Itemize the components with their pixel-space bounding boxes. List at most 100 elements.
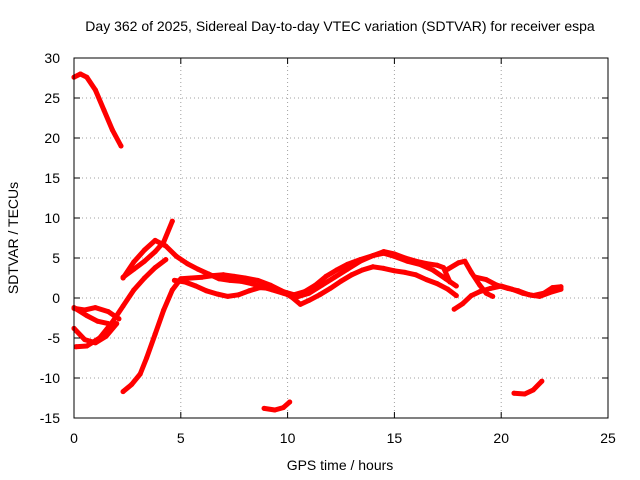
data-point xyxy=(231,273,237,279)
data-point xyxy=(306,297,312,303)
data-point xyxy=(216,276,222,282)
series-arc-10 xyxy=(445,258,496,299)
data-point xyxy=(289,294,295,300)
series-layer xyxy=(71,71,564,413)
series-arc-9 xyxy=(171,264,459,307)
data-point xyxy=(537,293,543,299)
y-tick-label: -5 xyxy=(48,330,61,346)
y-tick-label: 30 xyxy=(44,50,60,66)
data-point xyxy=(453,283,459,289)
data-point xyxy=(530,387,536,393)
data-point xyxy=(109,319,115,325)
data-point xyxy=(417,261,423,267)
data-point xyxy=(214,291,220,297)
data-point xyxy=(120,389,126,395)
data-point xyxy=(255,277,261,283)
y-tick-label: 20 xyxy=(44,130,60,146)
x-tick-label: 25 xyxy=(600,430,616,446)
data-point xyxy=(82,337,88,343)
data-point xyxy=(169,218,175,224)
data-point xyxy=(227,277,233,283)
data-point xyxy=(169,287,175,293)
data-point xyxy=(515,288,521,294)
x-tick-label: 0 xyxy=(70,430,78,446)
data-point xyxy=(488,285,493,291)
y-tick-label: 15 xyxy=(44,170,60,186)
y-tick-label: 5 xyxy=(52,250,60,266)
data-point xyxy=(460,301,466,307)
data-point xyxy=(184,261,190,267)
data-point xyxy=(477,289,483,295)
series-arc-1 xyxy=(71,71,124,149)
series-line xyxy=(171,264,459,307)
data-point xyxy=(473,274,479,280)
data-point xyxy=(445,286,451,292)
data-point xyxy=(199,274,205,280)
data-point xyxy=(195,266,201,272)
data-point xyxy=(203,288,209,294)
y-tick-label: -15 xyxy=(40,410,60,426)
data-point xyxy=(434,262,440,268)
data-point xyxy=(189,275,194,281)
data-point xyxy=(152,265,158,271)
data-point xyxy=(144,355,150,361)
series-line xyxy=(71,305,111,327)
data-point xyxy=(142,258,147,264)
data-point xyxy=(272,407,278,413)
data-point xyxy=(522,391,528,397)
data-point xyxy=(381,250,387,256)
data-point xyxy=(101,107,107,113)
data-point xyxy=(163,257,169,263)
data-point xyxy=(152,237,158,243)
data-point xyxy=(137,371,143,377)
data-point xyxy=(456,260,461,266)
data-point xyxy=(268,285,273,291)
data-point xyxy=(142,275,147,281)
data-point xyxy=(225,293,231,299)
data-point xyxy=(120,303,126,309)
data-point xyxy=(349,272,355,278)
data-point xyxy=(453,293,459,299)
data-point xyxy=(152,249,158,255)
data-point xyxy=(317,292,323,298)
data-point xyxy=(261,405,267,411)
data-point xyxy=(494,282,500,288)
data-point xyxy=(221,272,226,278)
series-arc-7 xyxy=(73,257,169,350)
data-point xyxy=(278,288,284,294)
data-point xyxy=(483,277,489,283)
data-point xyxy=(73,344,79,350)
data-point xyxy=(423,277,429,283)
data-point xyxy=(77,71,83,77)
data-point xyxy=(142,247,147,253)
data-point xyxy=(92,305,98,311)
data-point xyxy=(297,301,303,307)
data-point xyxy=(323,273,329,279)
data-point xyxy=(468,293,474,299)
data-point xyxy=(357,258,363,264)
data-point xyxy=(118,143,124,149)
axis-ticks xyxy=(73,57,609,419)
data-point xyxy=(319,282,325,288)
data-point xyxy=(131,266,137,272)
data-point xyxy=(381,265,387,271)
data-point xyxy=(490,293,496,299)
data-point xyxy=(404,258,410,264)
data-point xyxy=(161,307,167,313)
data-point xyxy=(129,381,135,387)
data-point xyxy=(443,276,449,282)
data-point xyxy=(511,390,517,396)
series-arc-13 xyxy=(261,399,293,413)
data-point xyxy=(413,272,419,278)
data-point xyxy=(334,267,340,273)
data-point xyxy=(451,306,457,312)
data-point xyxy=(238,278,244,284)
data-point xyxy=(95,318,100,324)
plot-frame xyxy=(73,57,609,419)
data-point xyxy=(120,274,126,280)
data-point xyxy=(84,343,90,349)
y-tick-label: -10 xyxy=(40,370,60,386)
data-point xyxy=(370,253,376,259)
data-point xyxy=(84,74,90,80)
